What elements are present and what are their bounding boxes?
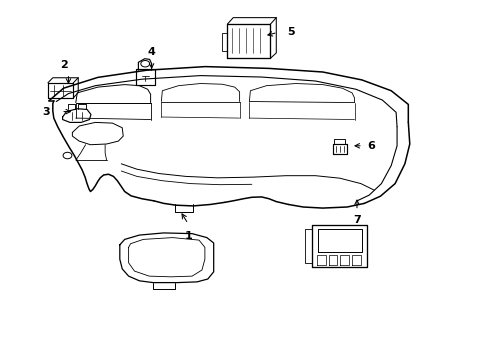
Text: 3: 3 <box>42 107 50 117</box>
Text: 1: 1 <box>184 231 192 241</box>
Text: 6: 6 <box>367 141 375 151</box>
Text: 2: 2 <box>60 60 67 70</box>
Text: 4: 4 <box>147 47 155 57</box>
Text: 5: 5 <box>286 27 294 37</box>
Text: 7: 7 <box>352 215 360 225</box>
